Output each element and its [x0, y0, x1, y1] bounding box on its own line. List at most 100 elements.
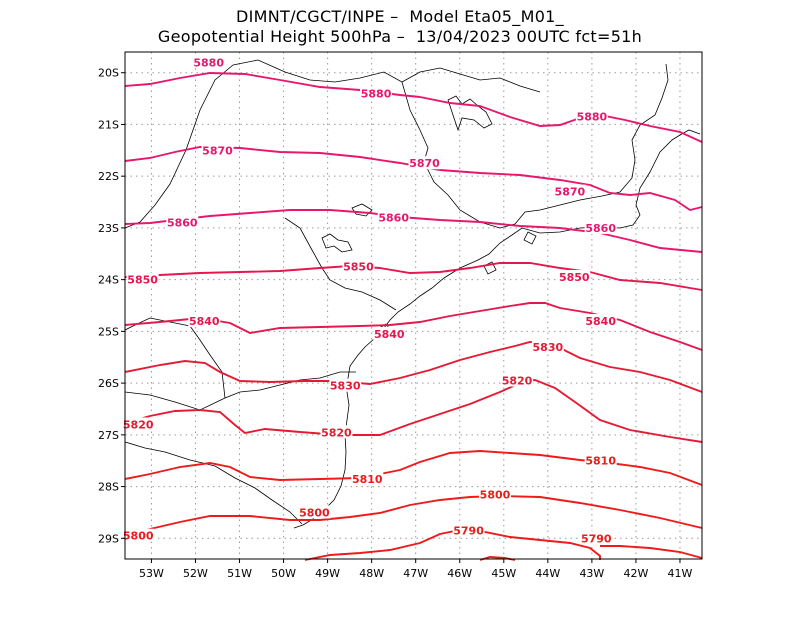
- contour-label-bg: [126, 272, 159, 286]
- state-border: [284, 217, 397, 311]
- contour-label-bg: [377, 210, 410, 224]
- title-line-1: DIMNT/CGCT/INPE – Model Eta05_M01_: [236, 7, 564, 26]
- contour-label-bg: [320, 425, 353, 439]
- contour-label-5820: 5820: [502, 375, 533, 388]
- axis-ticks: 53W 52W 51W 50W 49W 48W 47W 46W 45W 44W 43W 42W 41W 2…: [98, 67, 693, 580]
- contour-label-bg: [192, 55, 225, 69]
- contour-label-bg: [575, 109, 608, 123]
- contour-label-5800: 5800: [299, 506, 330, 519]
- contour-label-5790: 5790: [453, 525, 484, 538]
- contour-label-bg: [201, 143, 234, 157]
- lat-tick-label: 24S: [98, 274, 119, 287]
- contour-label-5860: 5860: [585, 222, 616, 235]
- coastline: [293, 129, 701, 529]
- state-border: [124, 441, 303, 525]
- contour-label-bg: [452, 523, 485, 537]
- contour-label-bg: [373, 326, 406, 340]
- contour-label-5820: 5820: [123, 418, 154, 431]
- lat-tick-label: 25S: [98, 325, 119, 338]
- contour-label-bg: [360, 86, 393, 100]
- contour-label-5840: 5840: [585, 315, 616, 328]
- lon-tick-label: 53W: [139, 567, 164, 580]
- contour-label-5820: 5820: [321, 426, 352, 439]
- lon-tick-label: 51W: [227, 567, 252, 580]
- lon-tick-label: 41W: [668, 567, 693, 580]
- country-border: [124, 391, 226, 411]
- lon-tick-label: 43W: [579, 567, 604, 580]
- contour-label-bg: [298, 505, 331, 519]
- contour-label-5880: 5880: [361, 87, 392, 100]
- contour-label-5880: 5880: [577, 111, 608, 124]
- state-border: [224, 371, 356, 399]
- contour-label-5830: 5830: [533, 341, 564, 354]
- contour-label-5830: 5830: [330, 380, 361, 393]
- state-border: [401, 67, 541, 93]
- contour-5830: [124, 341, 703, 393]
- contour-label-5790: 5790: [581, 532, 612, 545]
- contour-label-5840: 5840: [189, 315, 220, 328]
- contour-5880-east: [419, 96, 703, 143]
- state-border: [124, 64, 234, 229]
- lat-tick-label: 27S: [98, 429, 119, 442]
- country-border: [189, 325, 226, 399]
- contour-label-5870: 5870: [555, 186, 586, 199]
- lat-lon-grid: [125, 52, 702, 559]
- contour-label-bg: [408, 156, 441, 170]
- contour-label-bg: [558, 270, 591, 284]
- lon-tick-label: 45W: [491, 567, 516, 580]
- contour-label-5860: 5860: [167, 217, 198, 230]
- lon-tick-label: 44W: [535, 567, 560, 580]
- plot-frame: [124, 51, 703, 560]
- contour-label-bg: [584, 314, 617, 328]
- contour-label-bg: [553, 184, 586, 198]
- contour-label-bg: [166, 215, 199, 229]
- lat-tick-label: 20S: [98, 67, 119, 80]
- contour-label-bg: [351, 471, 384, 485]
- contour-label-5840: 5840: [374, 328, 405, 341]
- title-line-2: Geopotential Height 500hPa – 13/04/2023 …: [157, 27, 643, 46]
- lat-tick-label: 26S: [98, 377, 119, 390]
- lon-tick-label: 48W: [359, 567, 384, 580]
- lon-tick-label: 42W: [623, 567, 648, 580]
- contour-5850: [124, 262, 703, 291]
- contour-label-5810: 5810: [585, 455, 616, 468]
- state-border: [232, 59, 516, 229]
- lon-tick-label: 50W: [271, 567, 296, 580]
- contour-label-5800: 5800: [123, 530, 154, 543]
- contour-label-5850: 5850: [559, 271, 590, 284]
- contour-5800: [124, 495, 703, 536]
- contour-5790-east: [600, 545, 703, 559]
- country-border: [124, 317, 191, 331]
- contour-label-5870: 5870: [409, 157, 440, 170]
- contour-label-5800: 5800: [480, 488, 511, 501]
- contour-labels: 5880 5880 5880 5870 5870 5870 5860 5860 5860 5850…: [122, 55, 617, 545]
- lat-tick-label: 29S: [98, 532, 119, 545]
- lon-tick-label: 49W: [315, 567, 340, 580]
- contour-label-5860: 5860: [378, 212, 409, 225]
- contour-label-5810: 5810: [352, 473, 383, 486]
- lat-tick-label: 21S: [98, 118, 119, 131]
- reservoir: [483, 261, 497, 275]
- island: [523, 231, 537, 245]
- lon-tick-label: 52W: [183, 567, 208, 580]
- contour-label-bg: [584, 220, 617, 234]
- contour-label-bg: [478, 487, 511, 501]
- contour-label-bg: [329, 378, 362, 392]
- lon-tick-label: 46W: [447, 567, 472, 580]
- contour-label-bg: [188, 314, 221, 328]
- contour-label-bg: [580, 531, 613, 545]
- lat-tick-label: 22S: [98, 170, 119, 183]
- lon-tick-label: 47W: [403, 567, 428, 580]
- contour-label-bg: [342, 259, 375, 273]
- state-border: [514, 63, 669, 225]
- reservoir: [321, 233, 353, 253]
- contour-label-bg: [122, 417, 155, 431]
- coastline-and-borders: [124, 59, 701, 529]
- reservoir: [447, 95, 493, 132]
- contour-label-5850: 5850: [343, 261, 374, 274]
- contour-label-5850: 5850: [127, 274, 158, 287]
- contour-label-bg: [501, 373, 534, 387]
- reservoir: [351, 203, 373, 217]
- contour-label-bg: [531, 339, 564, 353]
- contour-label-5870: 5870: [202, 144, 233, 157]
